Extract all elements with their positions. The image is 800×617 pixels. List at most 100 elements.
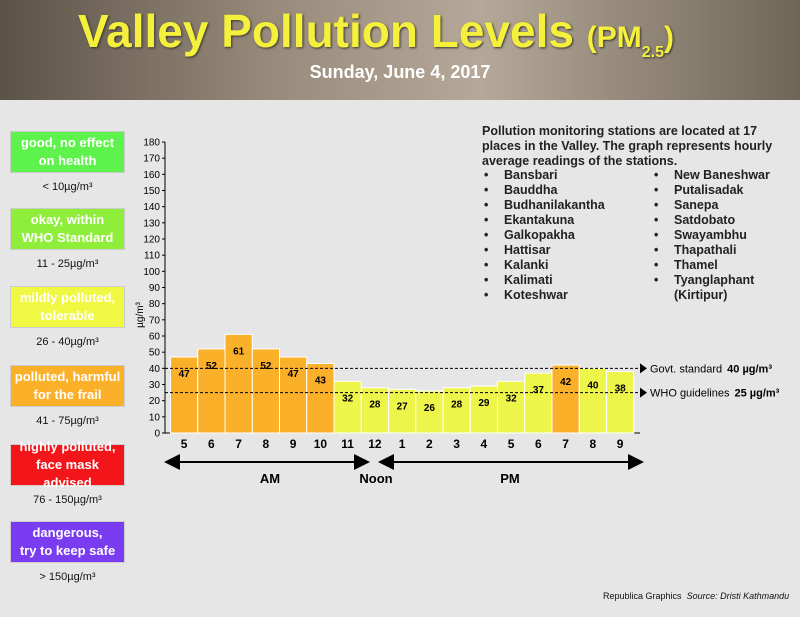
header-photo	[0, 0, 800, 100]
legend-label: good, no effect	[20, 135, 115, 150]
data-label: 38	[615, 384, 627, 395]
station: Budhanilakantha	[482, 198, 642, 213]
data-label: 32	[506, 393, 518, 404]
y-tick-label: 100	[143, 267, 160, 278]
reference-label: WHO guidelines 25 µg/m³	[650, 388, 780, 400]
y-tick-label: 160	[143, 170, 160, 181]
y-tick-label: 30	[149, 380, 161, 391]
y-tick-label: 140	[143, 202, 160, 213]
data-label: 32	[342, 393, 354, 404]
x-tick-label: 2	[426, 437, 433, 451]
y-tick-label: 170	[143, 154, 160, 165]
legend-label: dangerous,	[32, 525, 103, 540]
x-tick-label: 10	[314, 437, 328, 451]
x-tick-label: 9	[290, 437, 297, 451]
legend-label: try to keep safe	[19, 543, 116, 558]
station: Bauddha	[482, 183, 642, 198]
station: Swayambhu	[652, 228, 777, 243]
legend-box: mildly polluted, tolerable	[10, 286, 125, 328]
reference-label: Govt. standard 40 µg/m³	[650, 363, 772, 375]
y-tick-label: 90	[149, 283, 161, 294]
legend-box: polluted, harmful for the frail	[10, 365, 125, 407]
data-label: 52	[206, 361, 218, 372]
y-axis-label: µg/m³	[135, 301, 146, 327]
data-label: 61	[233, 346, 245, 357]
y-tick-label: 130	[143, 218, 160, 229]
y-tick-label: 60	[149, 332, 161, 343]
reference-value: 40 µg/m³	[727, 363, 772, 375]
data-label: 29	[478, 398, 490, 409]
x-tick-label: 12	[368, 437, 382, 451]
x-tick-label: 7	[235, 437, 242, 451]
bar	[251, 348, 280, 434]
x-tick-label: 5	[508, 437, 515, 451]
y-tick-label: 120	[143, 235, 160, 246]
legend-label: tolerable	[40, 308, 95, 323]
bar	[497, 380, 526, 434]
title-text: Valley Pollution Levels	[78, 5, 574, 57]
title: Valley Pollution Levels (PM2.5)	[78, 4, 674, 62]
legend-range: < 10µg/m³	[42, 181, 93, 193]
station: Bansbari	[482, 168, 642, 183]
data-label: 37	[533, 385, 545, 396]
data-label: 28	[451, 400, 463, 411]
legend-label: okay, within	[30, 212, 105, 227]
reference-arrow	[640, 363, 647, 374]
y-tick-label: 20	[149, 396, 161, 407]
bar	[469, 385, 498, 434]
legend-box: good, no effect on health	[10, 131, 125, 173]
y-tick-label: 0	[154, 429, 160, 440]
bar	[442, 387, 471, 434]
x-tick-label: 1	[399, 437, 406, 451]
legend-label: mildly polluted,	[19, 290, 116, 305]
station: Thapathali	[652, 243, 777, 258]
source: Source: Dristi Kathmandu	[686, 591, 790, 601]
data-label: 42	[560, 377, 572, 388]
legend-range: 26 - 40µg/m³	[36, 336, 99, 348]
legend-label: face mask advised	[36, 457, 99, 490]
stations-col: BansbariBauddhaBudhanilakanthaEkantakuna…	[482, 168, 642, 303]
y-tick-label: 150	[143, 186, 160, 197]
legend-range: > 150µg/m³	[39, 571, 96, 583]
legend-label: on health	[38, 153, 97, 168]
title-subscript: 2.5	[641, 44, 664, 62]
bar	[415, 390, 444, 434]
bar	[306, 362, 335, 434]
x-tick-label: 8	[263, 437, 270, 451]
footer: Republica Graphics Source: Dristi Kathma…	[603, 591, 789, 601]
bar	[388, 388, 417, 434]
legend-range: 76 - 150µg/m³	[33, 494, 102, 506]
station: Kalanki	[482, 258, 642, 273]
x-tick-label: 3	[453, 437, 460, 451]
bar	[279, 356, 308, 434]
station: Kalimati	[482, 273, 642, 288]
period-label: PM	[500, 471, 520, 486]
data-label: 47	[288, 369, 300, 380]
reference-value: 25 µg/m³	[734, 388, 779, 400]
station: Koteshwar	[482, 288, 642, 303]
bar	[578, 367, 607, 434]
y-tick-label: 80	[149, 299, 161, 310]
bar	[606, 371, 635, 434]
station: Thamel	[652, 258, 777, 273]
legend-label: for the frail	[33, 387, 102, 402]
station: Galkopakha	[482, 228, 642, 243]
date: Sunday, June 4, 2017	[309, 62, 491, 82]
x-tick-label: 9	[617, 437, 624, 451]
legend-box: highly polluted, face mask advised	[10, 439, 125, 490]
legend-label: highly polluted,	[19, 439, 116, 454]
y-tick-label: 70	[149, 315, 161, 326]
data-label: 28	[369, 400, 381, 411]
legend-range: 11 - 25µg/m³	[36, 258, 99, 270]
x-tick-label: 8	[590, 437, 597, 451]
y-tick-label: 10	[149, 412, 161, 423]
data-label: 47	[179, 369, 191, 380]
bar	[360, 387, 389, 434]
x-tick-label: 11	[341, 437, 354, 451]
title-open: (PM	[586, 21, 642, 54]
station: New Baneshwar	[652, 168, 777, 183]
data-label: 43	[315, 375, 327, 386]
station: Ekantakuna	[482, 213, 642, 228]
legend-label: WHO Standard	[21, 230, 114, 245]
